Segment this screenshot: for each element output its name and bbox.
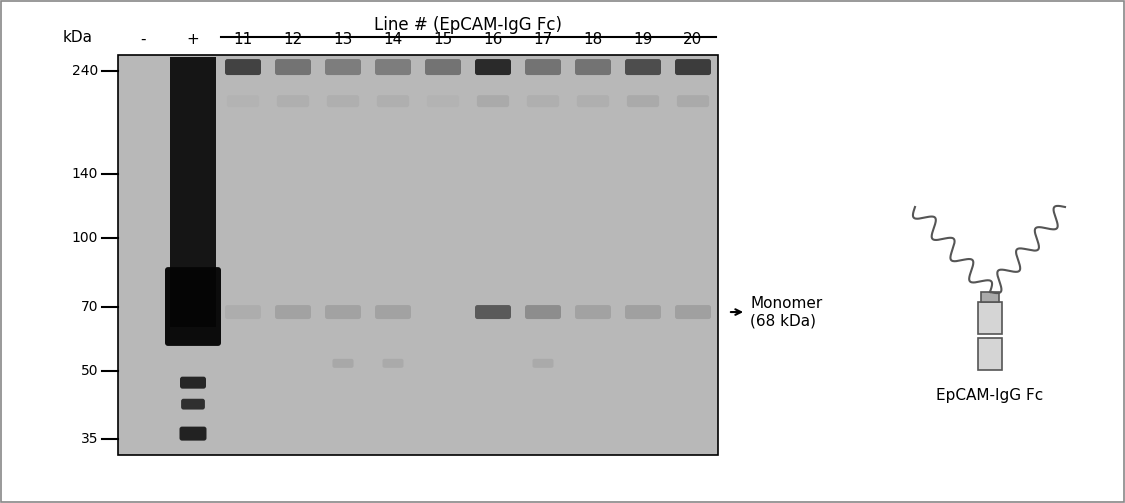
FancyBboxPatch shape <box>225 305 261 319</box>
FancyBboxPatch shape <box>627 95 659 107</box>
FancyBboxPatch shape <box>327 95 359 107</box>
FancyBboxPatch shape <box>675 305 711 319</box>
FancyBboxPatch shape <box>575 305 611 319</box>
Text: 50: 50 <box>81 364 98 378</box>
Text: 14: 14 <box>384 32 403 47</box>
Text: 100: 100 <box>72 231 98 245</box>
FancyBboxPatch shape <box>377 95 409 107</box>
Text: 11: 11 <box>233 32 253 47</box>
Text: 35: 35 <box>81 432 98 446</box>
Text: Line # (EpCAM-IgG Fc): Line # (EpCAM-IgG Fc) <box>374 16 562 34</box>
FancyBboxPatch shape <box>525 305 561 319</box>
FancyBboxPatch shape <box>626 59 661 75</box>
FancyBboxPatch shape <box>575 59 611 75</box>
Text: 19: 19 <box>633 32 652 47</box>
FancyBboxPatch shape <box>277 95 309 107</box>
FancyBboxPatch shape <box>425 59 461 75</box>
FancyBboxPatch shape <box>274 59 310 75</box>
Bar <box>978 338 1002 370</box>
Bar <box>978 302 1002 334</box>
FancyBboxPatch shape <box>475 59 511 75</box>
FancyBboxPatch shape <box>180 427 207 441</box>
FancyBboxPatch shape <box>325 59 361 75</box>
Text: 15: 15 <box>433 32 452 47</box>
FancyBboxPatch shape <box>526 95 559 107</box>
FancyBboxPatch shape <box>677 95 709 107</box>
Text: 17: 17 <box>533 32 552 47</box>
Text: +: + <box>187 32 199 47</box>
Text: 18: 18 <box>584 32 603 47</box>
Text: kDa: kDa <box>63 30 93 44</box>
Text: 13: 13 <box>333 32 353 47</box>
FancyBboxPatch shape <box>225 59 261 75</box>
FancyBboxPatch shape <box>325 305 361 319</box>
Bar <box>118 55 718 455</box>
Text: 12: 12 <box>284 32 303 47</box>
FancyBboxPatch shape <box>375 305 411 319</box>
FancyBboxPatch shape <box>426 95 459 107</box>
FancyBboxPatch shape <box>477 95 510 107</box>
Bar <box>981 292 999 302</box>
FancyBboxPatch shape <box>532 359 554 368</box>
FancyBboxPatch shape <box>181 399 205 409</box>
FancyBboxPatch shape <box>626 305 661 319</box>
Text: 20: 20 <box>683 32 703 47</box>
Text: Monomer
(68 kDa): Monomer (68 kDa) <box>750 296 822 328</box>
FancyBboxPatch shape <box>227 95 259 107</box>
Text: 70: 70 <box>81 299 98 313</box>
FancyBboxPatch shape <box>375 59 411 75</box>
Text: 16: 16 <box>484 32 503 47</box>
FancyBboxPatch shape <box>180 377 206 389</box>
FancyBboxPatch shape <box>382 359 404 368</box>
FancyBboxPatch shape <box>333 359 353 368</box>
FancyBboxPatch shape <box>577 95 609 107</box>
Text: 240: 240 <box>72 64 98 78</box>
FancyBboxPatch shape <box>475 305 511 319</box>
Text: EpCAM-IgG Fc: EpCAM-IgG Fc <box>936 388 1044 403</box>
Bar <box>170 57 216 326</box>
Text: -: - <box>141 32 146 47</box>
Text: 140: 140 <box>72 167 98 181</box>
FancyBboxPatch shape <box>525 59 561 75</box>
FancyBboxPatch shape <box>675 59 711 75</box>
FancyBboxPatch shape <box>274 305 310 319</box>
FancyBboxPatch shape <box>165 267 220 346</box>
